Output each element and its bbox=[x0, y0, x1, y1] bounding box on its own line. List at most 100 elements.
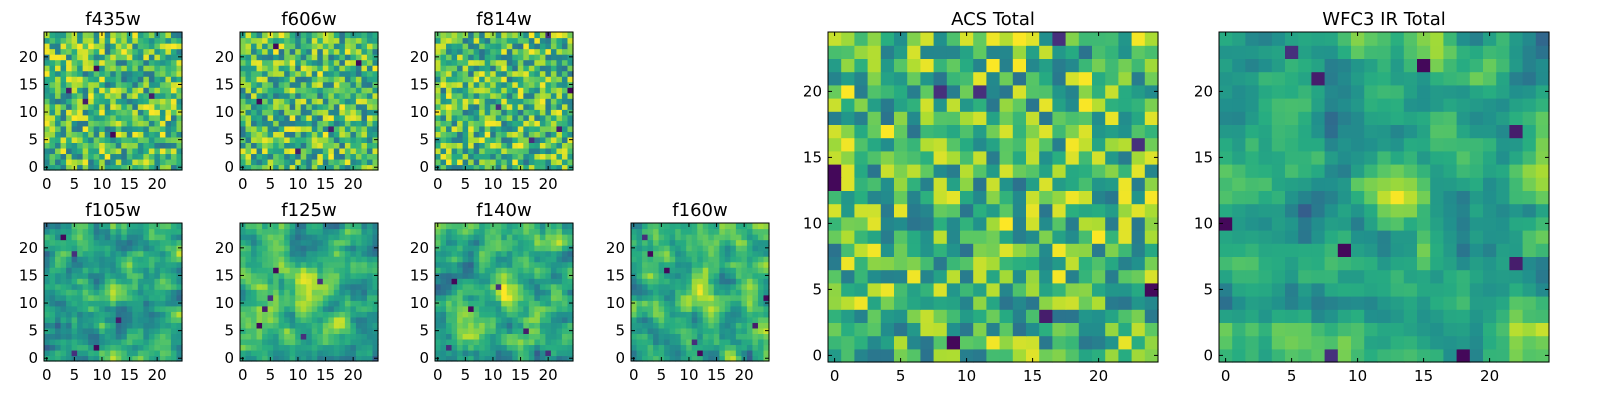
heatmap-cell bbox=[539, 305, 546, 312]
heatmap-cell bbox=[176, 234, 183, 241]
heatmap-cell bbox=[854, 322, 869, 337]
heatmap-cell bbox=[534, 245, 541, 252]
heatmap-cell bbox=[512, 239, 519, 246]
heatmap-cell bbox=[333, 81, 340, 88]
heatmap-cell bbox=[446, 327, 453, 334]
y-tick-label: 20 bbox=[215, 48, 234, 66]
heatmap-cell bbox=[300, 37, 307, 44]
heatmap-cell bbox=[104, 355, 111, 362]
heatmap-cell bbox=[306, 114, 313, 121]
heatmap-cell bbox=[295, 300, 302, 307]
heatmap-cell bbox=[484, 272, 491, 279]
heatmap-cell bbox=[49, 239, 56, 246]
heatmap-cell bbox=[534, 289, 541, 296]
heatmap-cell bbox=[506, 87, 513, 94]
heatmap-cell bbox=[44, 261, 51, 268]
heatmap-cell bbox=[495, 131, 502, 138]
heatmap-cell bbox=[328, 136, 335, 143]
heatmap-cell bbox=[545, 311, 552, 318]
heatmap-cell bbox=[675, 245, 682, 252]
heatmap-cell bbox=[556, 59, 563, 66]
heatmap-cell bbox=[675, 261, 682, 268]
heatmap-cell bbox=[55, 37, 62, 44]
heatmap-cell bbox=[104, 289, 111, 296]
heatmap-cell bbox=[344, 322, 351, 329]
heatmap-cell bbox=[93, 43, 100, 50]
heatmap-cell bbox=[333, 76, 340, 83]
heatmap-cell bbox=[669, 349, 676, 357]
heatmap-cell bbox=[60, 32, 67, 39]
heatmap-cell bbox=[999, 243, 1014, 257]
heatmap-cell bbox=[159, 256, 167, 263]
heatmap-cell bbox=[66, 261, 73, 268]
heatmap-cell bbox=[300, 294, 307, 301]
heatmap-cell bbox=[170, 103, 178, 110]
heatmap-cell bbox=[907, 348, 921, 363]
heatmap-cell bbox=[267, 316, 274, 323]
heatmap-cell bbox=[730, 250, 737, 257]
heatmap-cell bbox=[344, 223, 351, 230]
heatmap-cell bbox=[528, 142, 535, 149]
heatmap-cell bbox=[333, 43, 340, 50]
heatmap-cell bbox=[176, 153, 183, 160]
heatmap-cell bbox=[680, 322, 687, 329]
heatmap-cell bbox=[300, 349, 307, 357]
heatmap-cell bbox=[366, 333, 374, 340]
heatmap-cell bbox=[506, 125, 513, 132]
heatmap-cell bbox=[154, 234, 161, 241]
heatmap-cell bbox=[176, 37, 183, 44]
heatmap-cell bbox=[1118, 216, 1133, 231]
heatmap-cell bbox=[143, 289, 150, 296]
heatmap-cell bbox=[451, 136, 458, 143]
heatmap-cell bbox=[501, 223, 508, 230]
heatmap-cell bbox=[691, 294, 698, 301]
heatmap-cell bbox=[501, 65, 508, 72]
heatmap-cell bbox=[104, 316, 111, 323]
heatmap-cell bbox=[567, 131, 574, 138]
heatmap-cell bbox=[82, 261, 89, 268]
heatmap-cell bbox=[495, 239, 502, 246]
heatmap-cell bbox=[355, 283, 363, 290]
heatmap-cell bbox=[267, 87, 274, 94]
heatmap-cell bbox=[708, 228, 715, 235]
heatmap-cell bbox=[517, 250, 524, 257]
heatmap-cell bbox=[631, 289, 638, 296]
heatmap-cell bbox=[1105, 322, 1119, 337]
heatmap-cell bbox=[1105, 282, 1119, 297]
heatmap-cell bbox=[490, 158, 497, 166]
heatmap-cell bbox=[451, 114, 458, 121]
heatmap-cell bbox=[763, 234, 770, 241]
heatmap-cell bbox=[451, 305, 458, 312]
heatmap-cell bbox=[636, 283, 643, 290]
heatmap-cell bbox=[170, 164, 178, 171]
heatmap-cell bbox=[311, 32, 318, 39]
heatmap-cell bbox=[159, 278, 167, 285]
heatmap-cell bbox=[322, 349, 329, 357]
heatmap-cell bbox=[284, 114, 291, 121]
y-tick-label: 10 bbox=[19, 294, 38, 312]
heatmap-cell bbox=[99, 48, 106, 55]
heatmap-cell bbox=[473, 305, 480, 312]
heatmap-cell bbox=[986, 230, 1001, 244]
heatmap-cell bbox=[1065, 309, 1080, 323]
heatmap-cell bbox=[691, 327, 698, 334]
x-tick-label: 5 bbox=[266, 175, 276, 193]
heatmap-cell bbox=[317, 245, 324, 252]
heatmap-cell bbox=[556, 316, 563, 323]
heatmap-cell bbox=[154, 327, 161, 334]
heatmap-cell bbox=[49, 338, 56, 346]
heatmap-cell bbox=[339, 327, 346, 334]
heatmap-cell bbox=[730, 223, 737, 230]
heatmap-cell bbox=[631, 267, 638, 274]
heatmap-cell bbox=[686, 311, 693, 318]
heatmap-cell bbox=[490, 125, 497, 132]
heatmap-cell bbox=[545, 333, 552, 340]
heatmap-cell bbox=[165, 261, 172, 268]
heatmap-cell bbox=[462, 87, 469, 94]
heatmap-cell bbox=[366, 305, 374, 312]
heatmap-cell bbox=[567, 261, 574, 268]
heatmap-cell bbox=[49, 98, 56, 105]
heatmap-cell bbox=[730, 327, 737, 334]
heatmap-cell bbox=[361, 103, 368, 110]
heatmap-cell bbox=[973, 348, 987, 363]
